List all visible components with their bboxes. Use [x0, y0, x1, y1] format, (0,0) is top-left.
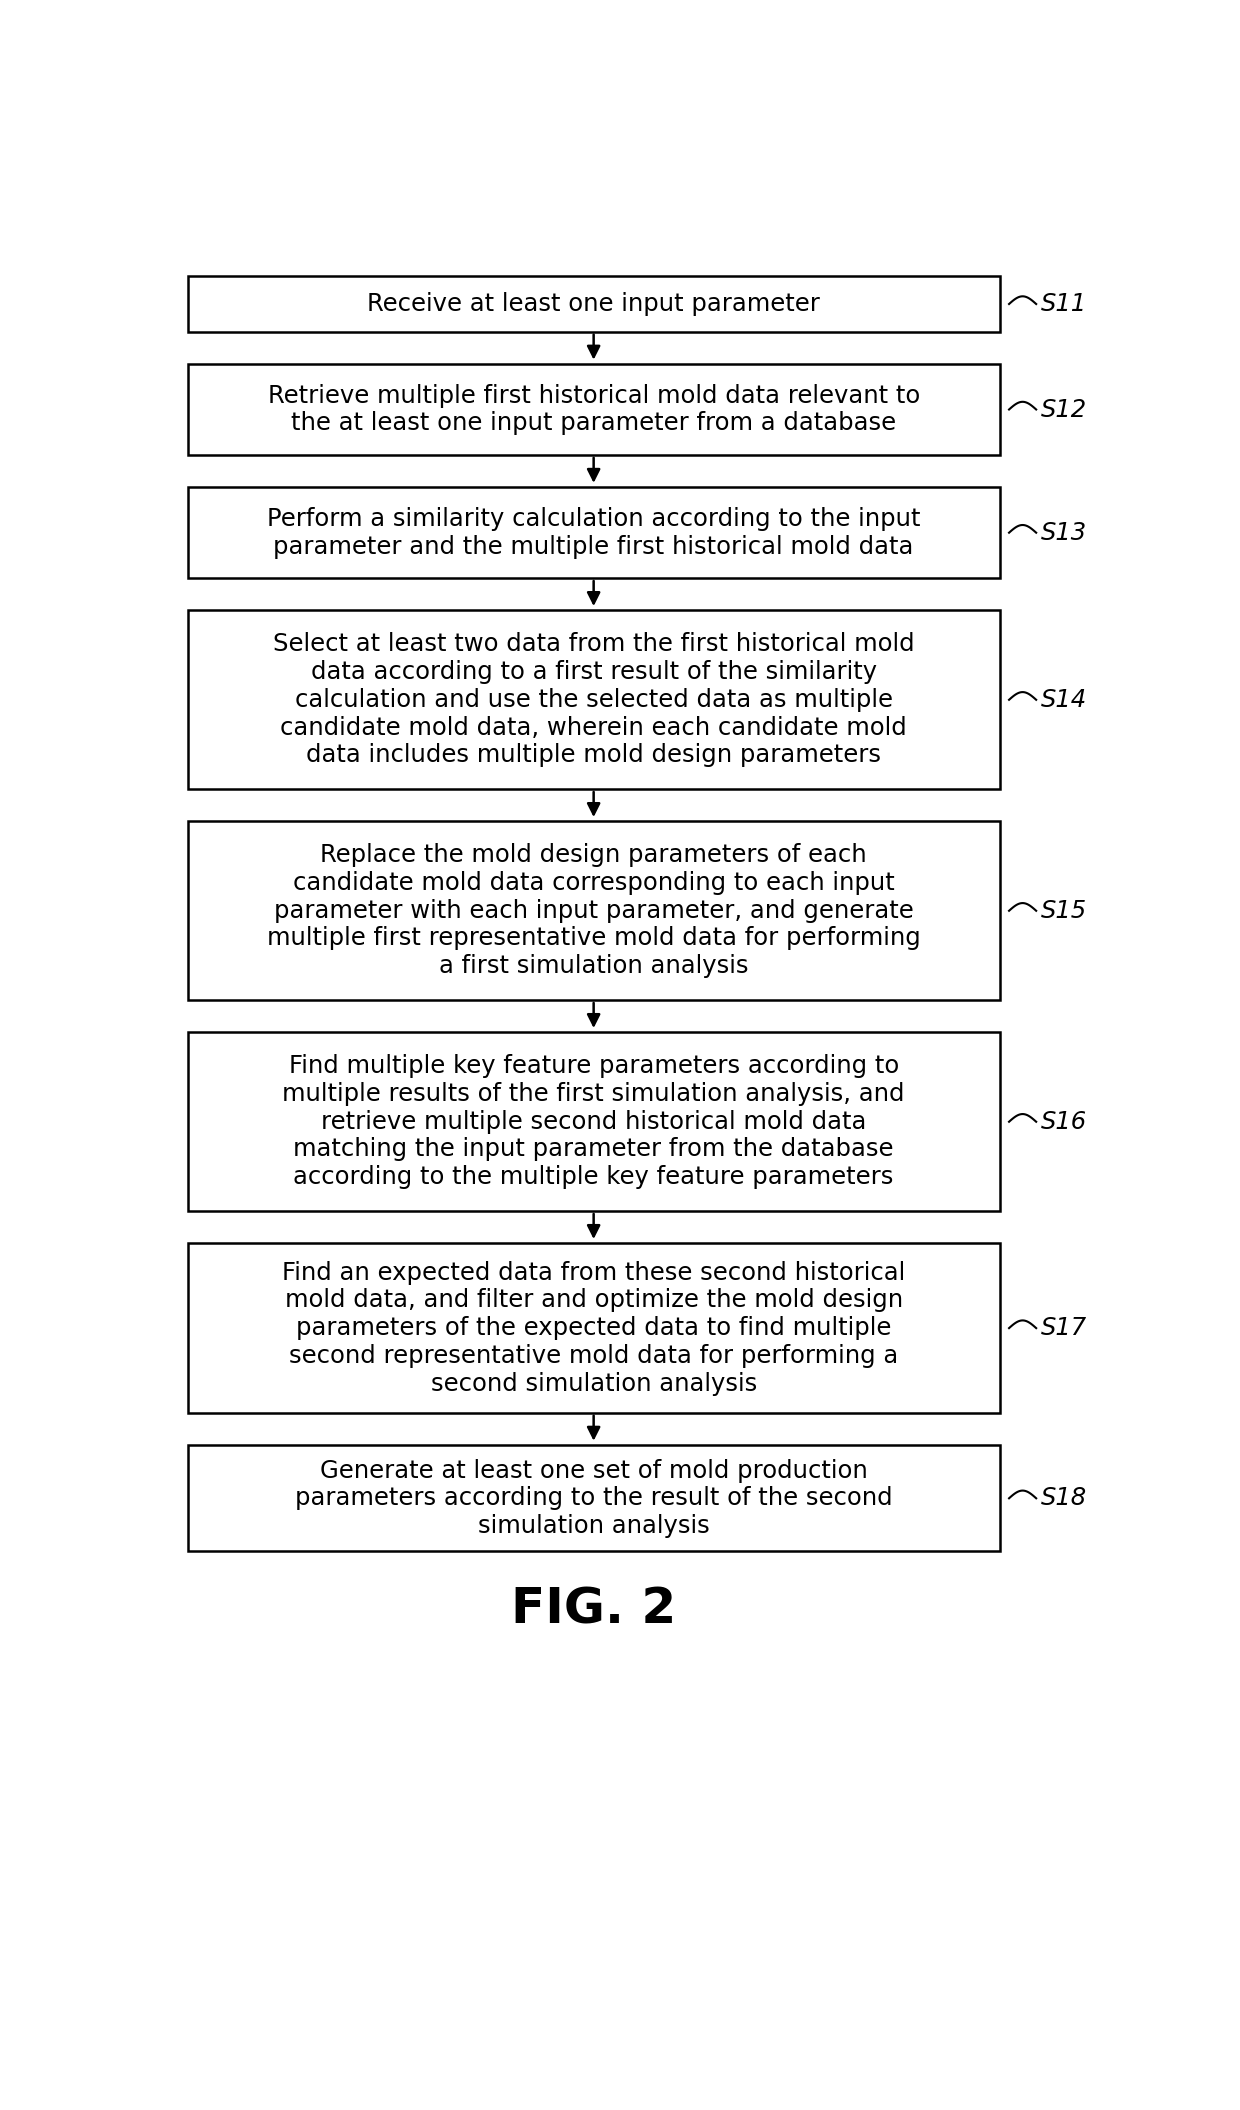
Text: Perform a similarity calculation according to the input: Perform a similarity calculation accordi…	[267, 506, 920, 532]
Bar	[187, 365, 999, 456]
Bar	[187, 610, 999, 789]
Text: candidate mold data, wherein each candidate mold: candidate mold data, wherein each candid…	[280, 715, 906, 738]
Text: Generate at least one set of mold production: Generate at least one set of mold produc…	[320, 1458, 868, 1483]
Text: Receive at least one input parameter: Receive at least one input parameter	[367, 291, 820, 316]
Text: second representative mold data for performing a: second representative mold data for perf…	[289, 1344, 898, 1367]
Text: the at least one input parameter from a database: the at least one input parameter from a …	[291, 411, 897, 435]
Text: S14: S14	[1040, 688, 1087, 711]
Bar	[187, 1032, 999, 1211]
Text: candidate mold data corresponding to each input: candidate mold data corresponding to eac…	[293, 871, 894, 895]
Text: data according to a first result of the similarity: data according to a first result of the …	[310, 660, 877, 684]
Text: parameters according to the result of the second: parameters according to the result of th…	[295, 1485, 893, 1511]
Bar	[187, 1445, 999, 1551]
Bar	[187, 276, 999, 331]
Text: parameters of the expected data to find multiple: parameters of the expected data to find …	[296, 1317, 892, 1340]
Text: Retrieve multiple first historical mold data relevant to: Retrieve multiple first historical mold …	[268, 384, 920, 407]
Text: retrieve multiple second historical mold data: retrieve multiple second historical mold…	[321, 1110, 867, 1133]
Text: Find multiple key feature parameters according to: Find multiple key feature parameters acc…	[289, 1055, 899, 1078]
Bar	[187, 1243, 999, 1414]
Text: simulation analysis: simulation analysis	[477, 1515, 709, 1538]
Text: mold data, and filter and optimize the mold design: mold data, and filter and optimize the m…	[285, 1289, 903, 1312]
Text: parameter with each input parameter, and generate: parameter with each input parameter, and…	[274, 899, 914, 922]
Text: S16: S16	[1040, 1110, 1087, 1133]
Text: S12: S12	[1040, 397, 1087, 422]
Text: Select at least two data from the first historical mold: Select at least two data from the first …	[273, 633, 914, 656]
Text: S17: S17	[1040, 1317, 1087, 1340]
Text: S15: S15	[1040, 899, 1087, 922]
Text: FIG. 2: FIG. 2	[511, 1585, 676, 1633]
Text: parameter and the multiple first historical mold data: parameter and the multiple first histori…	[274, 534, 914, 559]
Text: according to the multiple key feature parameters: according to the multiple key feature pa…	[294, 1165, 894, 1190]
Text: S18: S18	[1040, 1485, 1087, 1511]
Text: S13: S13	[1040, 521, 1087, 544]
Text: a first simulation analysis: a first simulation analysis	[439, 954, 749, 979]
Text: Replace the mold design parameters of each: Replace the mold design parameters of ea…	[320, 844, 867, 867]
Text: calculation and use the selected data as multiple: calculation and use the selected data as…	[295, 688, 893, 711]
Text: multiple results of the first simulation analysis, and: multiple results of the first simulation…	[283, 1082, 905, 1106]
Text: data includes multiple mold design parameters: data includes multiple mold design param…	[306, 743, 882, 768]
Bar	[187, 821, 999, 1000]
Text: Find an expected data from these second historical: Find an expected data from these second …	[281, 1260, 905, 1285]
Text: S11: S11	[1040, 291, 1087, 316]
Bar	[187, 487, 999, 578]
Text: matching the input parameter from the database: matching the input parameter from the da…	[294, 1137, 894, 1160]
Text: second simulation analysis: second simulation analysis	[430, 1372, 756, 1395]
Text: multiple first representative mold data for performing: multiple first representative mold data …	[267, 926, 920, 950]
